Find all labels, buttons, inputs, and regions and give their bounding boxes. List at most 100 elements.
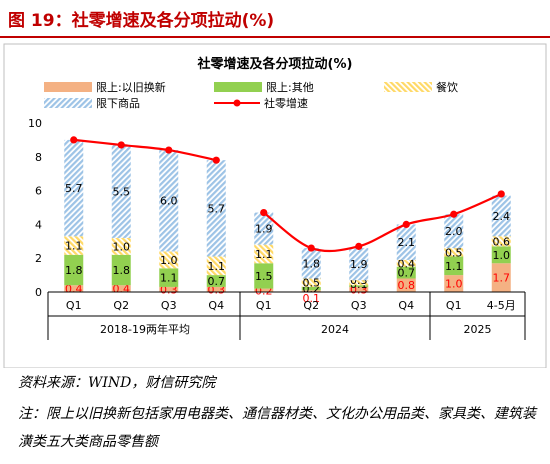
bar-trade_in (64, 285, 84, 292)
data-label-dining: 1.0 (113, 240, 131, 253)
x-tick-label: Q1 (66, 299, 82, 312)
data-label-dining: 0.5 (303, 277, 321, 290)
source-text: 资料来源：WIND，财信研究院 (18, 375, 216, 391)
x-tick-label: Q2 (113, 299, 129, 312)
data-label-below_quota: 6.0 (160, 195, 178, 208)
data-label-dining: 1.1 (255, 248, 273, 261)
bar-dining (491, 236, 511, 247)
bar-dining (64, 236, 84, 255)
data-label-below_quota: 1.8 (303, 257, 321, 270)
figure-label: 图 19： (8, 11, 72, 31)
legend-label-total: 社零增速 (264, 96, 308, 110)
data-label-other: 1.5 (255, 270, 273, 283)
y-tick-label: 6 (35, 185, 42, 198)
bar-below_quota (64, 139, 84, 237)
legend-swatch-below_quota (44, 98, 92, 108)
x-tick-label: Q4 (208, 299, 224, 312)
bar-other (444, 256, 464, 276)
chart-title: 社零增速及各分项拉动(%) (197, 56, 353, 72)
bar-dining (254, 244, 274, 264)
bar-below_quota (301, 248, 321, 279)
x-tick-label: Q1 (446, 299, 462, 312)
group-label: 2018-19两年平均 (100, 322, 190, 336)
total-line (263, 192, 502, 253)
note-text: 注：限上以旧换新包括家用电器类、通信器材类、文化办公用品类、家具类、建筑装潢类五… (18, 406, 536, 450)
y-tick-label: 10 (28, 117, 42, 130)
data-label-below_quota: 5.7 (208, 202, 226, 215)
bar-trade_in (444, 275, 464, 292)
bar-trade_in (111, 285, 131, 292)
bar-trade_in (349, 286, 369, 292)
data-label-dining: 1.0 (160, 254, 178, 267)
plot-area: 02468100.41.81.15.70.41.81.05.50.31.11.0… (28, 117, 526, 340)
data-label-dining: 1.1 (208, 260, 226, 273)
total-point (497, 190, 505, 198)
bar-other (396, 266, 416, 279)
bar-below_quota (396, 224, 416, 260)
bar-trade_in (254, 288, 274, 292)
bar-trade_in (491, 263, 511, 292)
bar-dining (206, 256, 226, 276)
data-label-other: 1.8 (113, 264, 131, 277)
data-label-trade_in: 0.8 (398, 279, 416, 292)
legend-swatch-trade_in (44, 82, 92, 92)
group-label: 2024 (321, 323, 349, 336)
x-tick-label: Q4 (398, 299, 414, 312)
total-point (212, 156, 220, 164)
data-label-other: 1.1 (160, 272, 178, 285)
data-label-other: 0.7 (208, 275, 226, 288)
legend-label-dining: 餐饮 (436, 80, 458, 94)
group-label: 2025 (464, 323, 492, 336)
figure-title: 图 19：社零增速及各分项拉动(%) (8, 6, 274, 31)
legend-label-other: 限上:其他 (266, 81, 314, 94)
data-label-below_quota: 5.7 (65, 182, 83, 195)
legend-swatch-other (214, 82, 262, 92)
bar-other (254, 263, 274, 289)
y-tick-label: 0 (35, 286, 42, 299)
total-point (260, 208, 268, 217)
data-label-dining: 0.5 (445, 246, 463, 259)
legend-marker-total (233, 99, 241, 107)
bar-below_quota (206, 160, 226, 257)
total-point (307, 244, 315, 252)
bar-below_quota (349, 248, 369, 281)
legend-label-trade_in: 限上:以旧换新 (96, 80, 166, 94)
bar-other (111, 254, 131, 286)
chart-border (3, 43, 547, 368)
bar-trade_in (301, 290, 321, 292)
bar-trade_in (159, 286, 179, 292)
data-label-dining: 0.6 (493, 235, 511, 248)
data-label-trade_in: 1.7 (493, 272, 511, 285)
bar-other (301, 286, 321, 291)
x-tick-label: Q2 (303, 299, 319, 312)
bar-dining (159, 251, 179, 269)
data-label-other: 1.1 (445, 260, 463, 273)
legend-swatch-dining (384, 82, 432, 92)
data-label-trade_in: 0.1 (303, 292, 321, 305)
bar-below_quota (159, 150, 179, 252)
x-tick-label: 4-5月 (487, 299, 516, 312)
x-tick-label: Q3 (161, 299, 177, 312)
bar-trade_in (206, 286, 226, 292)
legend-label-below_quota: 限下商品 (96, 96, 140, 110)
x-tick-label: Q3 (351, 299, 367, 312)
data-label-below_quota: 2.0 (445, 225, 463, 238)
data-label-other: 1.0 (493, 249, 511, 262)
total-point (117, 141, 125, 149)
bar-other (159, 268, 179, 287)
bar-dining (301, 278, 321, 287)
bar-other (206, 275, 226, 287)
bar-below_quota (111, 144, 131, 238)
data-label-below_quota: 1.9 (350, 258, 368, 271)
total-point (165, 146, 173, 154)
data-label-other: 1.8 (65, 264, 83, 277)
data-label-below_quota: 2.1 (398, 236, 416, 249)
total-point (450, 210, 458, 218)
data-label-dining: 0.4 (398, 257, 416, 270)
data-label-below_quota: 1.9 (255, 223, 273, 236)
data-label-trade_in: 1.0 (445, 278, 463, 291)
bar-below_quota (491, 195, 511, 237)
figure-title-text: 社零增速及各分项拉动(%) (71, 11, 275, 31)
